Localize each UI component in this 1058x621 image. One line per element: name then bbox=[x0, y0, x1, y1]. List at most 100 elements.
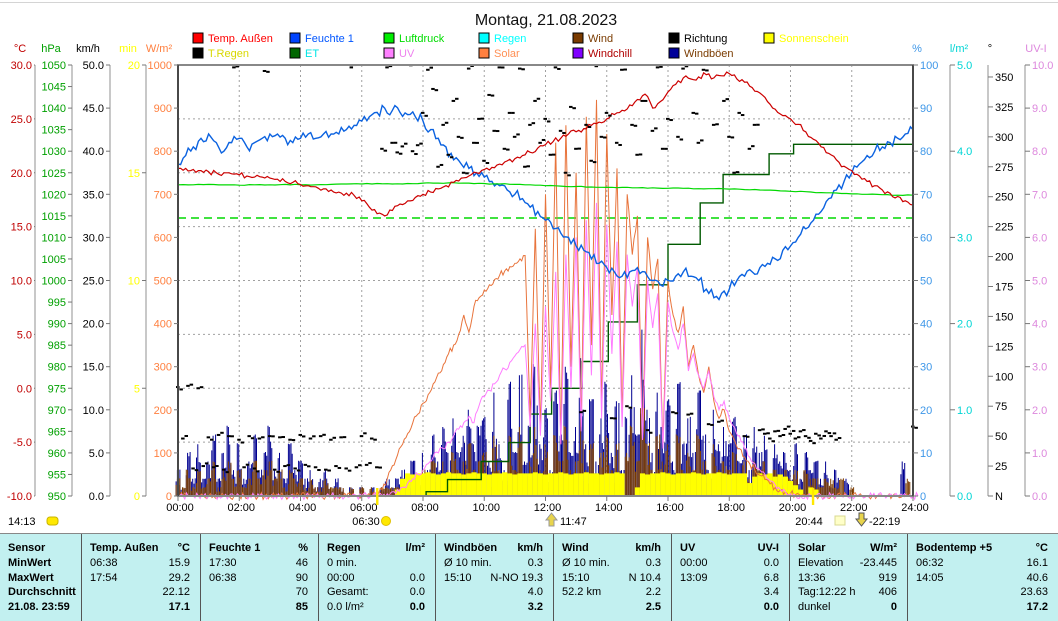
series-sonnenschein-bar bbox=[497, 473, 503, 496]
legend-label: Solar bbox=[494, 48, 520, 60]
series-richtung-dot bbox=[659, 65, 663, 68]
series-richtung-dot bbox=[332, 436, 337, 439]
series-sonnenschein-bar bbox=[502, 472, 508, 496]
series-richtung-dot bbox=[727, 135, 731, 138]
series-richtung-dot bbox=[451, 99, 456, 102]
astro-marker-time: -22:19 bbox=[869, 516, 900, 528]
x-tick-label: 04:00 bbox=[289, 502, 317, 514]
axis-tick-label: 0.0 bbox=[89, 491, 104, 503]
moonset-arrow-down-icon bbox=[854, 512, 869, 527]
axis-tick-label: 0 bbox=[134, 491, 140, 503]
series-richtung-dot bbox=[216, 433, 221, 436]
axis-tick-label: 1010 bbox=[42, 232, 66, 244]
axis-tick-label: 8.0 bbox=[1032, 146, 1047, 158]
series-richtung-dot bbox=[252, 467, 257, 470]
series-richtung-dot bbox=[455, 97, 459, 100]
axis-unit-temp: °C bbox=[14, 43, 26, 55]
axis-tick-label: 20 bbox=[128, 60, 140, 72]
series-richtung-dot bbox=[604, 111, 609, 114]
series-richtung-dot bbox=[424, 114, 428, 117]
axis-tick-label: 1035 bbox=[42, 125, 66, 137]
series-richtung-dot bbox=[342, 436, 347, 439]
series-richtung-dot bbox=[242, 466, 246, 469]
series-richtung-dot bbox=[240, 441, 245, 444]
series-sonnenschein-bar bbox=[604, 473, 610, 496]
series-richtung-dot bbox=[533, 99, 537, 102]
axis-unit-wm2: W/m² bbox=[146, 43, 173, 55]
series-richtung-dot bbox=[761, 428, 765, 431]
series-richtung-dot bbox=[745, 435, 750, 438]
series-richtung-dot bbox=[349, 66, 354, 69]
series-richtung-dot bbox=[582, 409, 587, 412]
series-luftdruck-line bbox=[177, 182, 914, 197]
series-richtung-dot bbox=[368, 462, 372, 465]
series-sonnenschein-bar bbox=[777, 474, 783, 496]
legend-swatch-feuchte-1 bbox=[289, 32, 301, 44]
series-richtung-dot bbox=[567, 174, 571, 177]
legend-swatch-windb-en bbox=[668, 47, 680, 59]
series-richtung-dot bbox=[257, 437, 262, 440]
stats-cell: 06:38 90 bbox=[209, 571, 308, 584]
x-tick-label: 24:00 bbox=[901, 502, 929, 514]
series-richtung-dot bbox=[660, 147, 665, 150]
stats-cell: Ø 10 min. 0.3 bbox=[444, 556, 543, 569]
series-richtung-dot bbox=[740, 114, 745, 117]
axis-tick-label: 15 bbox=[128, 168, 140, 180]
stats-column-header: Windböen km/h bbox=[444, 542, 543, 554]
series-sonnenschein-bar bbox=[675, 473, 681, 496]
series-richtung-dot bbox=[245, 463, 250, 466]
series-richtung-dot bbox=[778, 435, 782, 438]
series-richtung-dot bbox=[313, 466, 318, 469]
axis-tick-label: 35.0 bbox=[83, 189, 104, 201]
x-tick-label: 22:00 bbox=[840, 502, 868, 514]
legend-label: Sonnenschein bbox=[779, 33, 849, 45]
stats-column-bodentemp-5: Bodentemp +5 °C 06:32 16.1 14:05 40.6 23.63 17.… bbox=[907, 534, 1058, 621]
series-sonnenschein-bar bbox=[793, 485, 799, 496]
axis-tick-label: 990 bbox=[48, 319, 66, 331]
axis-tick-label: 955 bbox=[48, 469, 66, 481]
series-richtung-dot bbox=[472, 141, 476, 144]
legend-swatch-richtung bbox=[668, 32, 680, 44]
stats-column-temp-au-en: Temp. Außen °C 06:38 15.9 17:54 29.2 22.12 17.1 bbox=[81, 534, 200, 621]
series-richtung-dot bbox=[449, 156, 454, 159]
series-richtung-dot bbox=[735, 171, 740, 174]
axis-tick-label: 100 bbox=[920, 60, 938, 72]
series-solar-line bbox=[177, 99, 914, 501]
series-sonnenschein-bar bbox=[639, 473, 646, 496]
series-richtung-dot bbox=[803, 435, 808, 438]
stats-cell: 00:00 0.0 bbox=[327, 571, 425, 584]
series-richtung-dot bbox=[609, 417, 614, 420]
series-richtung-dot bbox=[768, 437, 772, 440]
series-richtung-dot bbox=[654, 127, 658, 130]
axis-tick-label: 300 bbox=[995, 132, 1013, 144]
axis-tick-label: 100 bbox=[154, 448, 172, 460]
axis-tick-label: N bbox=[995, 491, 1003, 503]
series-richtung-dot bbox=[523, 165, 527, 168]
series-sonnenschein-bar bbox=[410, 474, 416, 496]
series-richtung-dot bbox=[470, 65, 474, 68]
series-richtung-dot bbox=[318, 435, 323, 438]
series-richtung-dot bbox=[756, 123, 760, 126]
axis-tick-label: 6.0 bbox=[1032, 232, 1047, 244]
series-richtung-dot bbox=[807, 436, 811, 439]
series-richtung-dot bbox=[337, 466, 342, 469]
series-richtung-dot bbox=[669, 119, 673, 122]
axis-tick-label: 300 bbox=[154, 362, 172, 374]
astro-marker-time: 11:47 bbox=[560, 516, 587, 528]
series-sonnenschein-bar bbox=[670, 474, 676, 496]
axis-tick-label: 1.0 bbox=[1032, 448, 1047, 460]
stats-cell: 85 bbox=[295, 601, 308, 614]
axis-tick-label: 2.0 bbox=[957, 319, 972, 331]
series-richtung-dot bbox=[664, 147, 668, 150]
series-richtung-dot bbox=[563, 171, 568, 174]
series-richtung-dot bbox=[211, 466, 216, 469]
axis-tick-label: 5 bbox=[134, 383, 140, 395]
series-richtung-dot bbox=[541, 138, 546, 141]
stats-row-label: Durchschnitt bbox=[8, 586, 76, 599]
axis-tick-label: 90 bbox=[920, 103, 932, 115]
stats-cell: 4.0 bbox=[527, 586, 543, 599]
series-richtung-dot bbox=[574, 147, 578, 150]
stats-column-header: Bodentemp +5 °C bbox=[916, 542, 1048, 554]
axis-tick-label: 2.0 bbox=[1032, 405, 1047, 417]
series-richtung-dot bbox=[599, 135, 604, 138]
